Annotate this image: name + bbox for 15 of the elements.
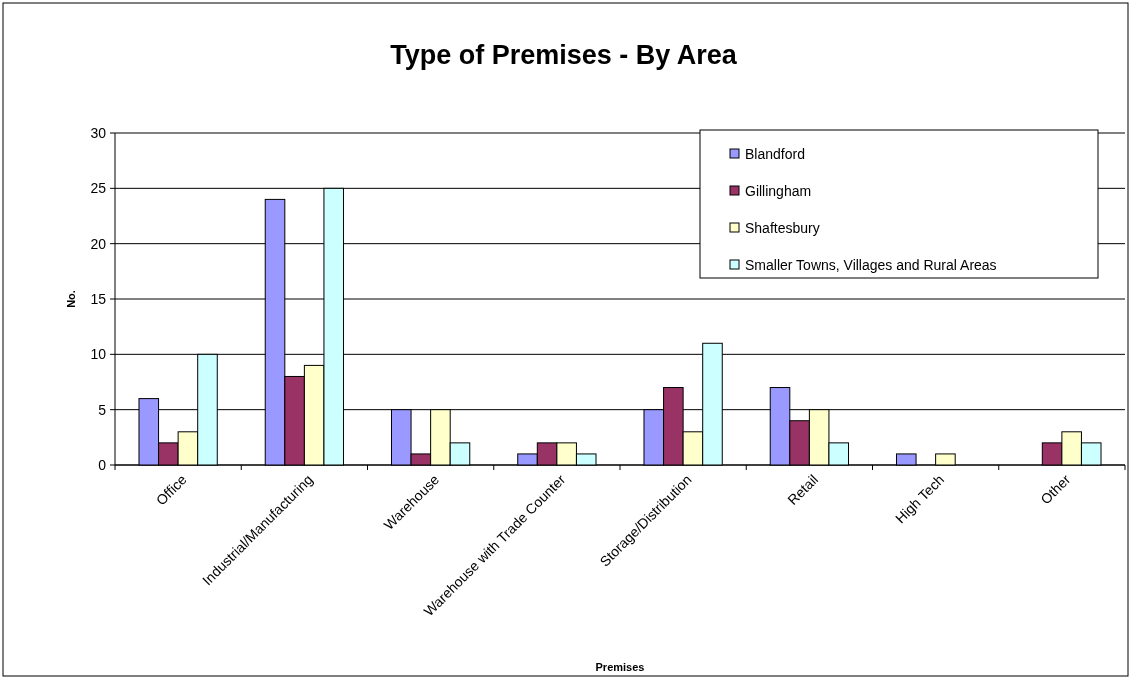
legend-label: Gillingham (745, 182, 812, 199)
y-tick-label: 0 (98, 456, 107, 473)
legend-label: Shaftesbury (745, 219, 820, 236)
y-tick-label: 5 (98, 401, 107, 418)
y-tick-label: 30 (90, 124, 107, 141)
x-tick-label: High Tech (892, 471, 948, 527)
y-axis-title: No. (65, 290, 77, 308)
legend-label: Blandford (745, 145, 805, 162)
y-tick-label: 25 (90, 180, 107, 197)
legend-label: Smaller Towns, Villages and Rural Areas (745, 256, 997, 273)
chart-title: Type of Premises - By Area (390, 40, 738, 70)
y-tick-label: 10 (90, 346, 107, 363)
y-tick-label: 15 (90, 290, 107, 307)
y-tick-label: 20 (90, 235, 107, 252)
x-axis-title: Premises (595, 661, 645, 673)
